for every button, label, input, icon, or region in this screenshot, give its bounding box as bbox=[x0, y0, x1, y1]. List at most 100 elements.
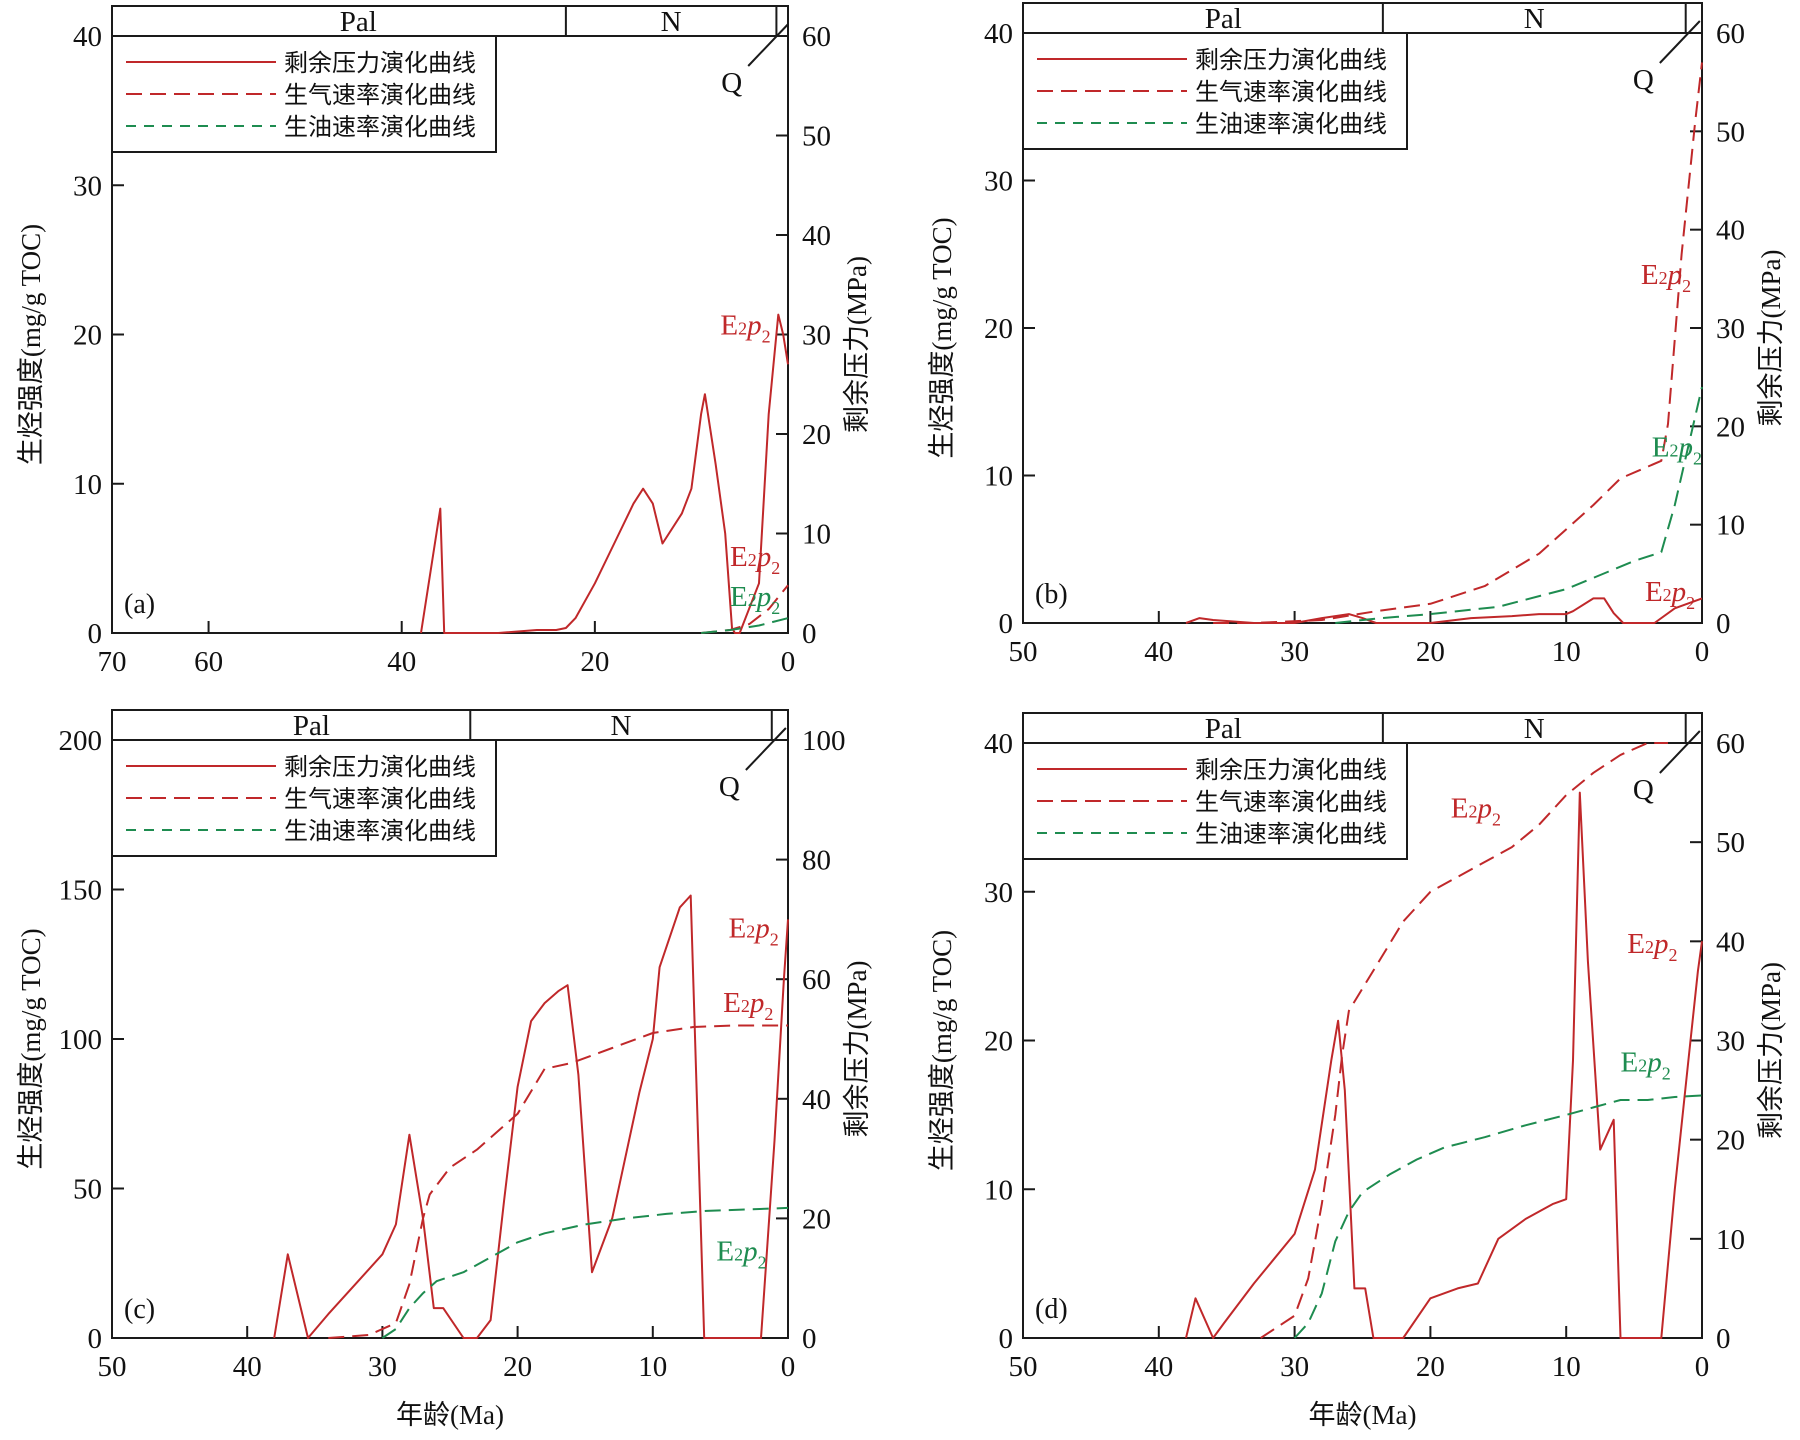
strip-label-n: N bbox=[1524, 3, 1545, 35]
legend-label-oil: 生油速率演化曲线 bbox=[1195, 111, 1387, 138]
right-tick-label: 100 bbox=[802, 725, 846, 757]
strip-label-n: N bbox=[611, 710, 632, 742]
left-tick-label: 100 bbox=[59, 1024, 103, 1056]
right-tick-label: 20 bbox=[802, 1203, 831, 1235]
x-tick-label: 70 bbox=[98, 646, 127, 678]
right-tick-label: 0 bbox=[1716, 1323, 1731, 1355]
right-tick-label: 60 bbox=[1716, 728, 1745, 760]
panel-label: (c) bbox=[124, 1294, 155, 1325]
panel-label: (d) bbox=[1035, 1294, 1068, 1325]
left-tick-label: 0 bbox=[88, 618, 103, 650]
x-tick-label: 20 bbox=[1416, 636, 1445, 668]
x-tick-label: 40 bbox=[233, 1351, 262, 1383]
x-tick-label: 0 bbox=[781, 1351, 796, 1383]
panel-d: Pal N Q 0 10 20 30 40 0 10 20 30 40 50 60 50 40 30 20 10 0 生烃… bbox=[927, 712, 1786, 1430]
right-tick-label: 20 bbox=[1716, 411, 1745, 443]
left-tick-label: 30 bbox=[73, 170, 102, 202]
left-tick-label: 30 bbox=[984, 166, 1013, 198]
strip-label-q: Q bbox=[721, 67, 742, 99]
plot-frame bbox=[1022, 712, 1703, 1339]
right-tick-label: 20 bbox=[1716, 1125, 1745, 1157]
panel-label: (b) bbox=[1035, 579, 1068, 610]
x-tick-label: 40 bbox=[1144, 636, 1173, 668]
right-tick-label: 10 bbox=[1716, 1224, 1745, 1256]
right-tick-label: 50 bbox=[1716, 827, 1745, 859]
left-tick-label: 40 bbox=[73, 21, 102, 53]
series-annotation-oil: E2p2 bbox=[1621, 1047, 1671, 1084]
right-tick-label: 40 bbox=[802, 220, 831, 252]
plot-frame bbox=[111, 709, 789, 1339]
x-tick-label: 0 bbox=[1695, 1351, 1710, 1383]
x-axis-title: 年龄(Ma) bbox=[396, 1400, 504, 1430]
panel-b: Pal N Q 0 10 20 30 40 0 10 20 30 40 50 60 50 40 30 20 10 0 生烃… bbox=[927, 2, 1786, 668]
strip-label-n: N bbox=[1524, 713, 1545, 745]
q-pointer-line bbox=[745, 727, 787, 771]
series-annotation-gas: E2p2 bbox=[730, 541, 780, 578]
left-axis-title: 生烃强度(mg/g TOC) bbox=[927, 217, 957, 458]
right-tick-label: 80 bbox=[802, 845, 831, 877]
right-axis-title: 剩余压力(MPa) bbox=[1756, 250, 1786, 427]
q-pointer-line bbox=[1659, 20, 1701, 64]
legend-label-gas: 生气速率演化曲线 bbox=[284, 82, 476, 109]
x-axis-title: 年龄(Ma) bbox=[1309, 1400, 1417, 1430]
x-tick-label: 30 bbox=[368, 1351, 397, 1383]
right-tick-label: 20 bbox=[802, 419, 831, 451]
q-pointer-line bbox=[1659, 730, 1701, 774]
strip-label-q: Q bbox=[719, 771, 740, 803]
x-tick-label: 30 bbox=[1280, 1351, 1309, 1383]
left-tick-label: 50 bbox=[73, 1174, 102, 1206]
x-tick-label: 20 bbox=[503, 1351, 532, 1383]
strip-label-pal: Pal bbox=[1205, 3, 1242, 35]
series-annotation-oil: E2p2 bbox=[716, 1235, 766, 1272]
x-tick-label: 0 bbox=[781, 646, 796, 678]
left-tick-label: 30 bbox=[984, 877, 1013, 909]
series-annotation-gas: E2p2 bbox=[1451, 792, 1501, 829]
right-tick-label: 60 bbox=[802, 964, 831, 996]
x-tick-label: 20 bbox=[580, 646, 609, 678]
legend-label-oil: 生油速率演化曲线 bbox=[1195, 821, 1387, 848]
x-tick-label: 10 bbox=[1552, 1351, 1581, 1383]
left-tick-label: 20 bbox=[73, 320, 102, 352]
left-tick-label: 10 bbox=[984, 1174, 1013, 1206]
right-tick-label: 0 bbox=[1716, 608, 1731, 640]
series-annotation-gas: E2p2 bbox=[1641, 259, 1691, 296]
left-tick-label: 40 bbox=[984, 728, 1013, 760]
legend-label-gas: 生气速率演化曲线 bbox=[284, 786, 476, 813]
x-tick-label: 40 bbox=[387, 646, 416, 678]
series-pressure-line bbox=[1185, 791, 1703, 1339]
legend-label-pressure: 剩余压力演化曲线 bbox=[1195, 47, 1387, 74]
left-tick-label: 0 bbox=[999, 1323, 1014, 1355]
x-tick-label: 10 bbox=[638, 1351, 667, 1383]
right-tick-label: 10 bbox=[1716, 510, 1745, 542]
left-tick-label: 200 bbox=[59, 725, 103, 757]
right-tick-label: 0 bbox=[802, 1323, 817, 1355]
left-tick-label: 0 bbox=[999, 608, 1014, 640]
right-tick-label: 10 bbox=[802, 519, 831, 551]
strip-label-n: N bbox=[661, 6, 682, 38]
series-gas-line bbox=[1213, 62, 1703, 624]
x-tick-label: 30 bbox=[1280, 636, 1309, 668]
left-tick-label: 0 bbox=[88, 1323, 103, 1355]
plot-frame bbox=[1022, 2, 1703, 624]
series-oil-line bbox=[1335, 386, 1703, 624]
legend-label-gas: 生气速率演化曲线 bbox=[1195, 79, 1387, 106]
series-pressure-line bbox=[420, 313, 789, 634]
left-tick-label: 150 bbox=[59, 875, 103, 907]
series-oil-line bbox=[700, 617, 789, 634]
right-tick-label: 30 bbox=[1716, 313, 1745, 345]
strip-label-pal: Pal bbox=[293, 710, 330, 742]
x-tick-label: 50 bbox=[1009, 636, 1038, 668]
x-tick-label: 0 bbox=[1695, 636, 1710, 668]
x-tick-label: 20 bbox=[1416, 1351, 1445, 1383]
series-annotation-pressure: E2p2 bbox=[729, 912, 779, 949]
x-tick-label: 50 bbox=[98, 1351, 127, 1383]
series-gas-line bbox=[700, 584, 789, 634]
strip-label-pal: Pal bbox=[1205, 713, 1242, 745]
left-axis-title: 生烃强度(mg/g TOC) bbox=[16, 928, 46, 1169]
right-tick-label: 40 bbox=[1716, 926, 1745, 958]
series-oil-line bbox=[1293, 1094, 1703, 1339]
